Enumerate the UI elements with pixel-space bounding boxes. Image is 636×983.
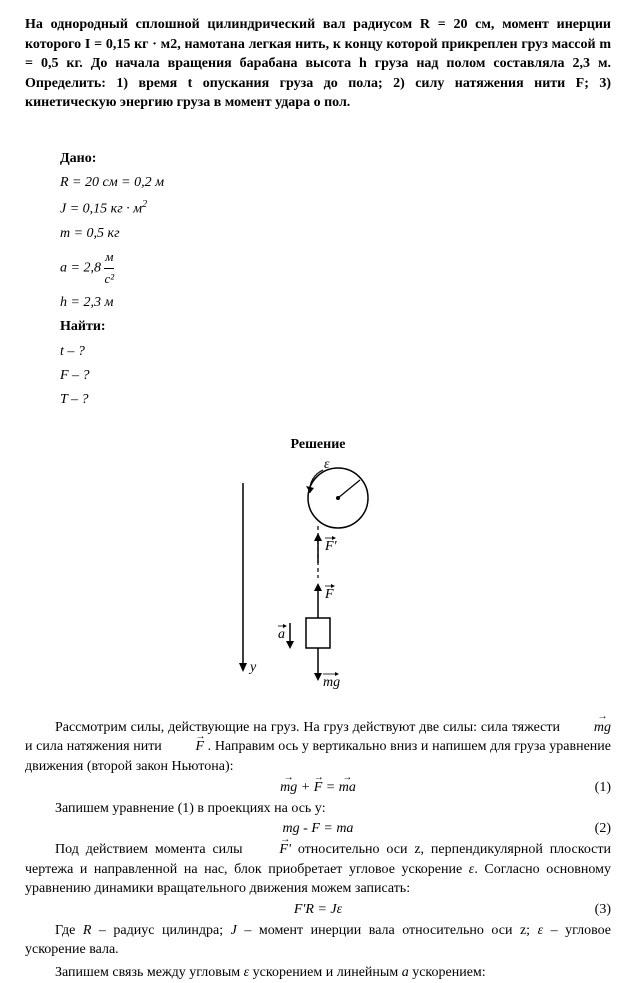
equation-2-num: (2)	[595, 821, 611, 837]
fprime-label: F'	[324, 539, 338, 554]
mass-box	[306, 618, 330, 648]
fprime-arrowhead	[314, 533, 322, 541]
find-t: t – ?	[60, 341, 611, 363]
equation-3: F'R = Jε	[294, 902, 342, 918]
given-r: R = 20 см = 0,2 м	[60, 172, 611, 194]
solution-title: Решение	[25, 437, 611, 453]
given-j-sup: 2	[142, 199, 147, 210]
given-title: Дано:	[60, 148, 611, 170]
solution-para4: Где R – радиус цилиндра; J – момент инер…	[25, 921, 611, 960]
equation-2-row: mg - F = ma (2)	[25, 821, 611, 837]
physics-diagram: ε F' F a mg	[228, 458, 408, 698]
given-m: m = 0,5 кг	[60, 223, 611, 245]
para3-f-vec: F'	[249, 840, 291, 860]
solution-para3: Под действием момента силы F' относитель…	[25, 840, 611, 899]
para4-mid2: – момент инерции вала относительно оси z…	[237, 923, 538, 938]
mg-label: mg	[323, 675, 340, 690]
given-h: h = 2,3 м	[60, 292, 611, 314]
solution-para5: Запишем связь между угловым ε ускорением…	[25, 963, 611, 983]
solution-para1: Рассмотрим силы, действующие на груз. На…	[25, 718, 611, 777]
equation-1: mg + F = ma	[280, 780, 356, 796]
given-a-den: с²	[104, 268, 114, 290]
eq1-mg: mg	[280, 780, 297, 796]
given-a-frac: м с²	[104, 247, 114, 290]
given-section: Дано: R = 20 см = 0,2 м J = 0,15 кг · м2…	[60, 148, 611, 412]
mg-arrowhead	[314, 673, 322, 681]
find-tt: T – ?	[60, 389, 611, 411]
para5-before: Запишем связь между угловым	[55, 965, 244, 980]
eq1-f: F	[314, 780, 323, 796]
para1-f-vec: F	[165, 737, 204, 757]
problem-statement: На однородный сплошной цилиндрический ва…	[25, 15, 611, 113]
find-f: F – ?	[60, 365, 611, 387]
given-a-num: м	[104, 247, 114, 268]
para3-before: Под действием момента силы	[55, 842, 249, 857]
f-arrowhead	[314, 583, 322, 591]
f-label: F	[324, 587, 334, 602]
solution-para2: Запишем уравнение (1) в проекциях на ось…	[25, 799, 611, 819]
epsilon-label: ε	[324, 458, 330, 472]
y-axis-arrowhead	[239, 663, 247, 672]
given-j-text: J = 0,15 кг · м	[60, 201, 142, 216]
given-j: J = 0,15 кг · м2	[60, 197, 611, 221]
para5-after: ускорением:	[409, 965, 486, 980]
para4-mid1: – радиус цилиндра;	[91, 923, 230, 938]
equation-2: mg - F = ma	[283, 821, 354, 837]
epsilon-arrowhead	[306, 486, 314, 493]
given-a-before: a = 2,8	[60, 261, 104, 276]
a-arrowhead	[286, 641, 294, 649]
para1-before: Рассмотрим силы, действующие на груз. На…	[55, 720, 564, 735]
equation-3-num: (3)	[595, 902, 611, 918]
a-vec-arrowhead	[283, 624, 287, 628]
para4-before: Где	[55, 923, 83, 938]
para5-mid: ускорением и линейным	[249, 965, 402, 980]
eq1-ma: ma	[339, 780, 356, 796]
equation-3-row: F'R = Jε (3)	[25, 902, 611, 918]
para5-a: a	[402, 965, 409, 980]
equation-1-row: mg + F = ma (1)	[25, 780, 611, 796]
find-title: Найти:	[60, 316, 611, 338]
radius-line	[338, 480, 360, 498]
given-a: a = 2,8 м с²	[60, 247, 611, 290]
diagram-container: ε F' F a mg	[25, 458, 611, 703]
y-label: y	[248, 660, 257, 675]
para1-mid: и сила натяжения нити	[25, 739, 165, 754]
para1-mg-vec: mg	[564, 718, 611, 738]
equation-1-num: (1)	[595, 780, 611, 796]
a-label: a	[278, 627, 285, 642]
